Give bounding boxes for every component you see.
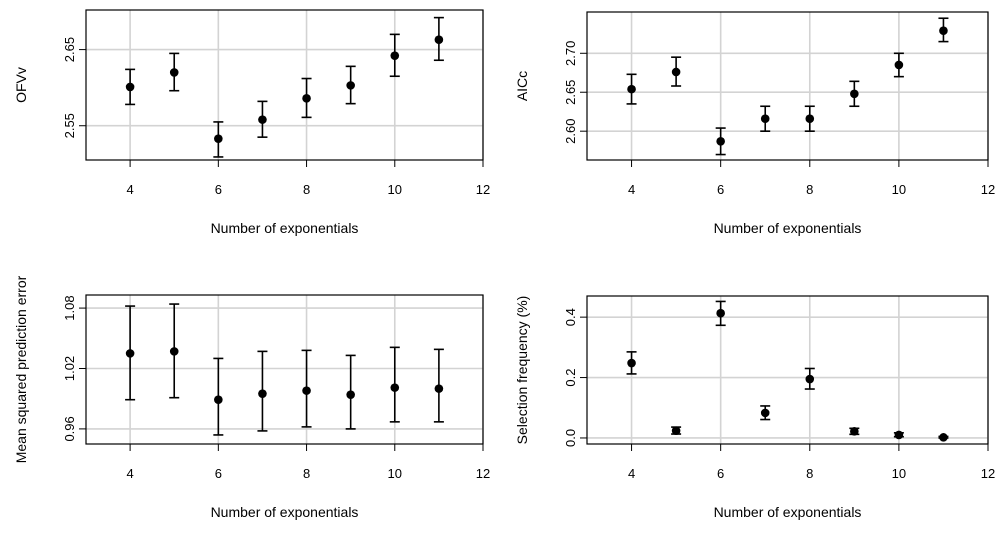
data-point bbox=[627, 358, 636, 368]
x-tick-label: 8 bbox=[806, 182, 813, 197]
chart-mspe: 4 6 8 10 12 0.96 1.02 1.08 Number of exponential… bbox=[13, 275, 490, 520]
x-axis-label: Number of exponentials bbox=[714, 504, 862, 520]
data-point bbox=[390, 383, 400, 392]
x-tick-label: 6 bbox=[717, 182, 724, 197]
y-tick-label: 0.96 bbox=[62, 416, 77, 441]
data-point bbox=[258, 389, 267, 398]
data-point bbox=[627, 84, 636, 94]
y-tick-label: 0.0 bbox=[563, 429, 578, 447]
x-tick-label: 12 bbox=[476, 466, 490, 481]
data-point bbox=[390, 51, 400, 60]
chart-ofvv: 4 6 8 10 12 2.55 2.65 Number of exponentials OFV… bbox=[13, 9, 490, 236]
y-tick-label: 2.55 bbox=[62, 113, 77, 138]
x-tick-label: 6 bbox=[717, 466, 724, 481]
plot-frame bbox=[85, 9, 484, 161]
data-point bbox=[302, 94, 311, 103]
data-point bbox=[346, 390, 355, 399]
y-tick-label: 2.60 bbox=[563, 119, 578, 144]
data-point bbox=[434, 384, 444, 393]
y-tick-label: 2.65 bbox=[563, 80, 578, 105]
x-tick-label: 6 bbox=[215, 466, 222, 481]
data-point bbox=[169, 347, 179, 356]
plot-frame bbox=[586, 11, 989, 161]
data-point bbox=[805, 374, 815, 384]
data-point bbox=[671, 67, 681, 77]
data-point bbox=[716, 308, 725, 318]
data-point bbox=[671, 426, 681, 436]
x-tick-label: 12 bbox=[981, 466, 995, 481]
data-point bbox=[850, 89, 859, 99]
y-axis-label: AICc bbox=[514, 71, 530, 101]
x-tick-label: 12 bbox=[476, 182, 490, 197]
x-tick-label: 8 bbox=[806, 466, 813, 481]
y-tick-label: 2.65 bbox=[62, 37, 77, 62]
data-point bbox=[760, 408, 770, 418]
x-tick-label: 8 bbox=[303, 466, 310, 481]
data-point bbox=[939, 26, 948, 35]
panel-mspe: 4 6 8 10 12 0.96 1.02 1.08 Number of exponential… bbox=[0, 266, 500, 533]
x-tick-label: 8 bbox=[303, 182, 310, 197]
data-point bbox=[850, 427, 859, 436]
plot-frame bbox=[85, 294, 484, 445]
chart-aicc: 4 6 8 10 12 2.60 2.65 2.70 Number of exponential… bbox=[514, 11, 995, 236]
y-axis-label: OFVv bbox=[13, 67, 29, 103]
y-tick-label: 2.70 bbox=[563, 41, 578, 66]
panel-ofvv: 4 6 8 10 12 2.55 2.65 Number of exponentials OFV… bbox=[0, 0, 500, 266]
y-tick-label: 0.2 bbox=[563, 369, 578, 387]
data-point bbox=[760, 114, 770, 124]
x-tick-label: 4 bbox=[126, 182, 133, 197]
data-point bbox=[346, 81, 355, 90]
data-point bbox=[258, 115, 267, 124]
x-tick-label: 4 bbox=[628, 182, 635, 197]
x-axis-label: Number of exponentials bbox=[714, 220, 862, 236]
data-point bbox=[302, 386, 311, 395]
x-axis-label: Number of exponentials bbox=[211, 220, 359, 236]
data-point bbox=[894, 430, 904, 440]
y-axis-label: Selection frequency (%) bbox=[514, 296, 530, 445]
x-tick-label: 10 bbox=[388, 466, 402, 481]
x-tick-label: 4 bbox=[628, 466, 635, 481]
data-point bbox=[939, 433, 948, 442]
x-tick-label: 4 bbox=[126, 466, 133, 481]
data-point bbox=[125, 82, 135, 92]
y-tick-label: 0.4 bbox=[563, 308, 578, 326]
plot-frame bbox=[586, 295, 989, 445]
panel-selection-frequency: 4 6 8 10 12 0.0 0.2 0.4 Number of exponentials Se… bbox=[500, 266, 1000, 533]
panel-aicc: 4 6 8 10 12 2.60 2.65 2.70 Number of exponential… bbox=[500, 0, 1000, 266]
x-axis-label: Number of exponentials bbox=[211, 504, 359, 520]
x-tick-label: 6 bbox=[215, 182, 222, 197]
data-point bbox=[125, 349, 135, 358]
x-tick-label: 10 bbox=[388, 182, 402, 197]
data-point bbox=[805, 114, 815, 124]
x-tick-label: 12 bbox=[981, 182, 995, 197]
x-tick-label: 10 bbox=[892, 466, 906, 481]
chart-selection-frequency: 4 6 8 10 12 0.0 0.2 0.4 Number of exponentials Se… bbox=[514, 295, 995, 520]
data-point bbox=[894, 60, 904, 70]
data-point bbox=[214, 395, 223, 405]
data-point bbox=[716, 137, 725, 146]
data-point bbox=[169, 68, 179, 77]
y-tick-label: 1.08 bbox=[62, 295, 77, 320]
y-tick-label: 1.02 bbox=[62, 356, 77, 381]
data-point bbox=[434, 35, 444, 44]
data-point bbox=[214, 134, 223, 143]
y-axis-label: Mean squared prediction error bbox=[13, 275, 29, 463]
x-tick-label: 10 bbox=[892, 182, 906, 197]
